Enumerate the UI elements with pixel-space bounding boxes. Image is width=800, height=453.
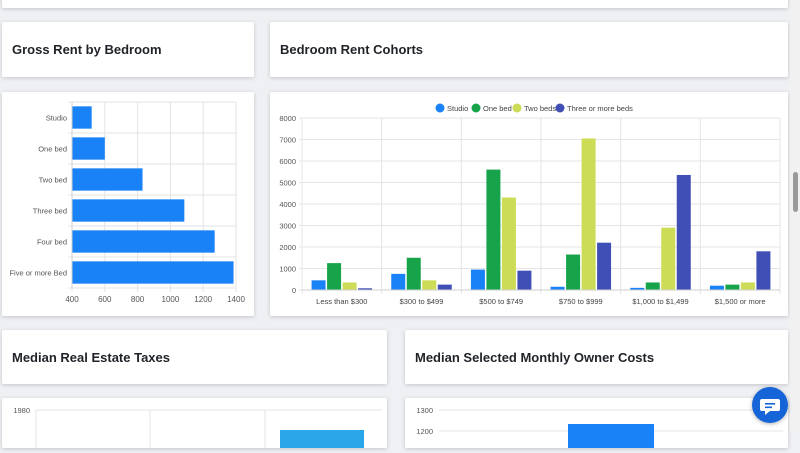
legend-swatch-studio (435, 103, 445, 113)
bar-one-bed (566, 254, 581, 290)
x-tick-label: $1,500 or more (715, 297, 766, 306)
top-card (2, 0, 788, 8)
legend-swatch-three-or-more-beds (555, 103, 565, 113)
y-tick-label: 1980 (13, 406, 30, 415)
bar-studio (311, 280, 326, 290)
x-tick-label: $1,000 to $1,499 (632, 297, 688, 306)
bar-partial (568, 424, 654, 450)
y-tick-label: 8000 (279, 114, 296, 123)
y-tick-label: Three bed (33, 207, 67, 216)
taxes-title: Median Real Estate Taxes (12, 350, 170, 365)
bar-studio (72, 106, 92, 129)
bar-five-or-more-bed (72, 261, 234, 284)
chat-bubble-icon (760, 399, 780, 415)
cohorts-title: Bedroom Rent Cohorts (280, 42, 423, 57)
y-tick-label: 4000 (279, 200, 296, 209)
gross-rent-chart-card: 400 600 800 1000 1200 1400 Studio One bed Two be… (2, 92, 254, 316)
bar-three-or-more-beds (358, 288, 373, 290)
bar-four-bed (72, 230, 215, 253)
bar-one-bed (486, 169, 501, 290)
bar-two-beds (342, 282, 357, 290)
y-tick-label: Five or more Bed (9, 269, 67, 278)
taxes-header-card: Median Real Estate Taxes (2, 330, 387, 384)
bar-one-bed (725, 284, 740, 290)
bar-one-bed (327, 263, 342, 290)
bar-three-or-more-beds (517, 270, 532, 290)
scrollbar-thumb[interactable] (793, 172, 798, 212)
bar-studio (470, 269, 485, 290)
bar-one-bed (645, 282, 660, 290)
x-tick-label: 1200 (194, 295, 212, 304)
gross-rent-header-card: Gross Rent by Bedroom (2, 22, 254, 77)
y-tick-label: 2000 (279, 243, 296, 252)
cohorts-chart-card: Studio One bed Two beds Three or more beds 0… (270, 92, 788, 316)
y-tick-label: 7000 (279, 136, 296, 145)
bar-three-or-more-beds (597, 242, 612, 290)
legend-label: One bed (483, 104, 512, 113)
bar-one-bed (406, 257, 421, 290)
cohorts-chart: Studio One bed Two beds Three or more beds 0… (279, 103, 781, 306)
y-tick-label: Studio (46, 114, 67, 123)
owner-costs-header-card: Median Selected Monthly Owner Costs (405, 330, 788, 384)
gross-rent-chart: 400 600 800 1000 1200 1400 Studio One bed Two be… (9, 101, 245, 304)
bar-studio (550, 286, 565, 290)
owner-costs-chart-card: 1300 1200 (405, 398, 788, 450)
legend-label: Two beds (524, 104, 556, 113)
bar-two-beds (422, 280, 437, 290)
x-tick-label: 600 (98, 295, 112, 304)
legend-label: Three or more beds (567, 104, 633, 113)
legend-swatch-one-bed (471, 103, 481, 113)
bar-two-bed (72, 168, 143, 191)
bar-partial (280, 430, 364, 450)
x-tick-label: 800 (131, 295, 145, 304)
y-tick-label: Four bed (37, 238, 67, 247)
y-tick-label: 6000 (279, 157, 296, 166)
x-tick-label: 400 (65, 295, 79, 304)
x-tick-label: 1000 (162, 295, 180, 304)
page-scrollbar[interactable] (790, 0, 800, 432)
bar-three-or-more-beds (756, 251, 771, 290)
bar-two-beds (661, 227, 676, 290)
y-tick-label: One bed (38, 145, 67, 154)
y-tick-label: 1300 (416, 406, 433, 415)
gross-rent-title: Gross Rent by Bedroom (12, 42, 162, 57)
x-tick-label: Less than $300 (316, 297, 367, 306)
taxes-chart: 1980 (13, 406, 382, 450)
legend-label: Studio (447, 104, 468, 113)
y-tick-label: 0 (292, 286, 296, 295)
bar-one-bed (72, 137, 105, 160)
x-tick-label: $750 to $999 (559, 297, 603, 306)
x-tick-label: $300 to $499 (400, 297, 444, 306)
bar-studio (630, 287, 645, 290)
bar-two-beds (501, 197, 516, 290)
bar-studio (391, 273, 406, 290)
x-tick-label: 1400 (227, 295, 245, 304)
legend-swatch-two-beds (512, 103, 522, 113)
bar-three-or-more-beds (437, 284, 452, 290)
chat-button[interactable] (752, 387, 788, 423)
bar-two-beds (740, 282, 755, 290)
taxes-chart-card: 1980 (2, 398, 387, 450)
y-tick-label: 1000 (279, 265, 296, 274)
y-tick-label: 3000 (279, 222, 296, 231)
bar-studio (709, 285, 724, 290)
bar-two-beds (581, 138, 596, 290)
bar-three-or-more-beds (676, 174, 691, 290)
y-tick-label: 5000 (279, 179, 296, 188)
owner-costs-title: Median Selected Monthly Owner Costs (415, 350, 655, 365)
cohorts-header-card: Bedroom Rent Cohorts (270, 22, 788, 77)
y-tick-label: Two bed (39, 176, 67, 185)
bar-three-bed (72, 199, 185, 222)
x-tick-label: $500 to $749 (479, 297, 523, 306)
